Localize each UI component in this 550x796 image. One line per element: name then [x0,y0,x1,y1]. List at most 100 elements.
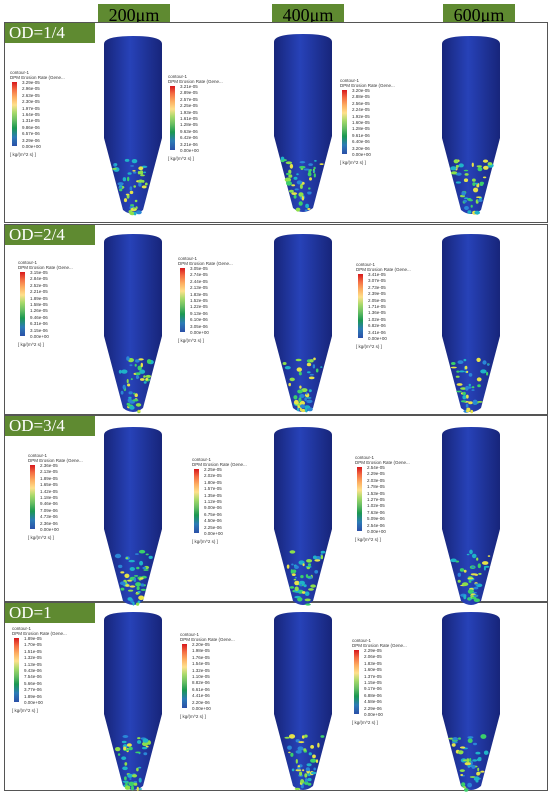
erosion-spot [477,167,483,172]
erosion-spot [298,192,304,197]
erosion-spot [145,374,152,378]
legend-title: contour-1 [355,455,375,460]
legend-tick-label: 9.63e-06 [180,128,198,134]
erosion-spot [468,199,473,202]
legend-tick-label: 2.02e-05 [204,473,222,479]
erosion-spot [471,566,475,569]
erosion-spot [295,759,298,764]
erosion-spot [458,163,464,168]
legend-tick-label: 9.46e-06 [30,314,48,320]
legend-tick-label: 2.74e-05 [190,272,208,278]
erosion-spot [482,176,487,179]
erosion-spot [468,580,472,583]
erosion-spot [463,594,467,600]
erosion-spot [313,357,316,361]
erosion-spot [297,597,303,602]
erosion-spot [468,383,471,387]
erosion-spot [306,362,312,367]
erosion-spot [294,576,297,579]
erosion-spot [136,602,140,606]
legend-tick-label: 1.97e-05 [22,105,40,111]
erosion-spot [114,553,122,559]
legend-tick-label: 0.00e+00 [24,700,43,705]
erosion-spot [118,369,122,374]
colorbar-legend: contour-1 DPM Erosion Rate (Gene... 2.29e-… [352,638,407,725]
erosion-spot [129,405,135,410]
erosion-spot [133,211,137,216]
color-scale-bar [354,650,359,714]
erosion-spot [468,373,473,377]
legend-tick-label: 2.24e-05 [352,107,370,113]
erosion-spot [143,171,147,174]
legend-tick-label: 1.02e-05 [367,503,385,509]
legend-tick-label: 1.10e-05 [192,674,210,679]
color-scale-bar [342,90,347,154]
erosion-spot [464,365,468,370]
legend-title: DPM Erosion Rate (Gene... [28,458,83,463]
erosion-spot [126,379,129,384]
erosion-spot [299,394,305,398]
erosion-spot [307,777,312,782]
erosion-spot [120,571,125,574]
erosion-spot [289,377,295,382]
legend-unit: [ kg/(m^2 s) ] [352,720,378,725]
erosion-spot [469,776,476,778]
legend-unit: [ kg/(m^2 s) ] [192,539,218,544]
legend-tick-label: 2.05e-05 [368,297,386,303]
legend-title: DPM Erosion Rate (Gene... [12,631,67,636]
erosion-spot [129,211,136,216]
erosion-spot [294,787,301,791]
legend-tick-label: 1.51e-05 [24,648,42,654]
erosion-spot [461,582,469,587]
erosion-spot [320,555,324,560]
erosion-spot [305,203,309,209]
erosion-spot [296,173,299,176]
erosion-spot [308,752,312,756]
erosion-spot [127,597,133,601]
legend-title: contour-1 [340,78,360,83]
erosion-spot [142,738,149,743]
panel-label: OD=1 [5,603,95,623]
erosion-spot [286,181,292,186]
erosion-spot [133,171,137,174]
legend-tick-label: 2.03e-05 [367,477,385,483]
erosion-spot [457,579,461,583]
column-header-400um: 400μm [272,4,344,26]
legend-unit: [ kg/(m^2 s) ] [340,160,366,165]
erosion-spot [312,754,316,759]
erosion-spot [289,163,294,169]
legend-tick-label: 1.22e-05 [190,304,208,310]
erosion-spot [135,403,142,407]
erosion-spot [124,573,130,578]
legend-tick-label: 1.15e-05 [364,680,382,685]
erosion-spot [288,382,291,387]
vessel-erosion-contour [104,427,162,606]
color-scale-bar [30,465,35,529]
legend-tick-label: 1.65e-05 [40,482,58,488]
erosion-spot [304,209,308,212]
erosion-spot [133,780,138,784]
erosion-spot [115,747,121,752]
legend-tick-label: 2.63e-05 [22,92,40,98]
erosion-spot [136,586,140,590]
erosion-spot [299,407,302,411]
erosion-spot [478,572,482,575]
erosion-spot [141,180,145,183]
erosion-spot [139,549,146,554]
erosion-spot [288,751,291,754]
legend-title: DPM Erosion Rate (Gene... [10,75,65,80]
colorbar-legend: contour-1 DPM Erosion Rate (Gene... 2.25e-… [192,457,247,544]
legend-tick-label: 7.63e-06 [367,509,385,515]
erosion-spot [304,397,307,402]
erosion-spot [136,566,140,570]
erosion-spot [141,185,147,189]
erosion-spot [477,199,483,202]
erosion-spot [477,767,480,772]
erosion-spot [471,553,477,558]
erosion-spot [295,358,302,362]
legend-title: DPM Erosion Rate (Gene... [352,643,407,648]
erosion-spot [455,164,459,168]
legend-title: DPM Erosion Rate (Gene... [180,637,235,642]
legend-tick-label: 0.00e+00 [192,706,211,711]
erosion-spot [304,780,309,785]
